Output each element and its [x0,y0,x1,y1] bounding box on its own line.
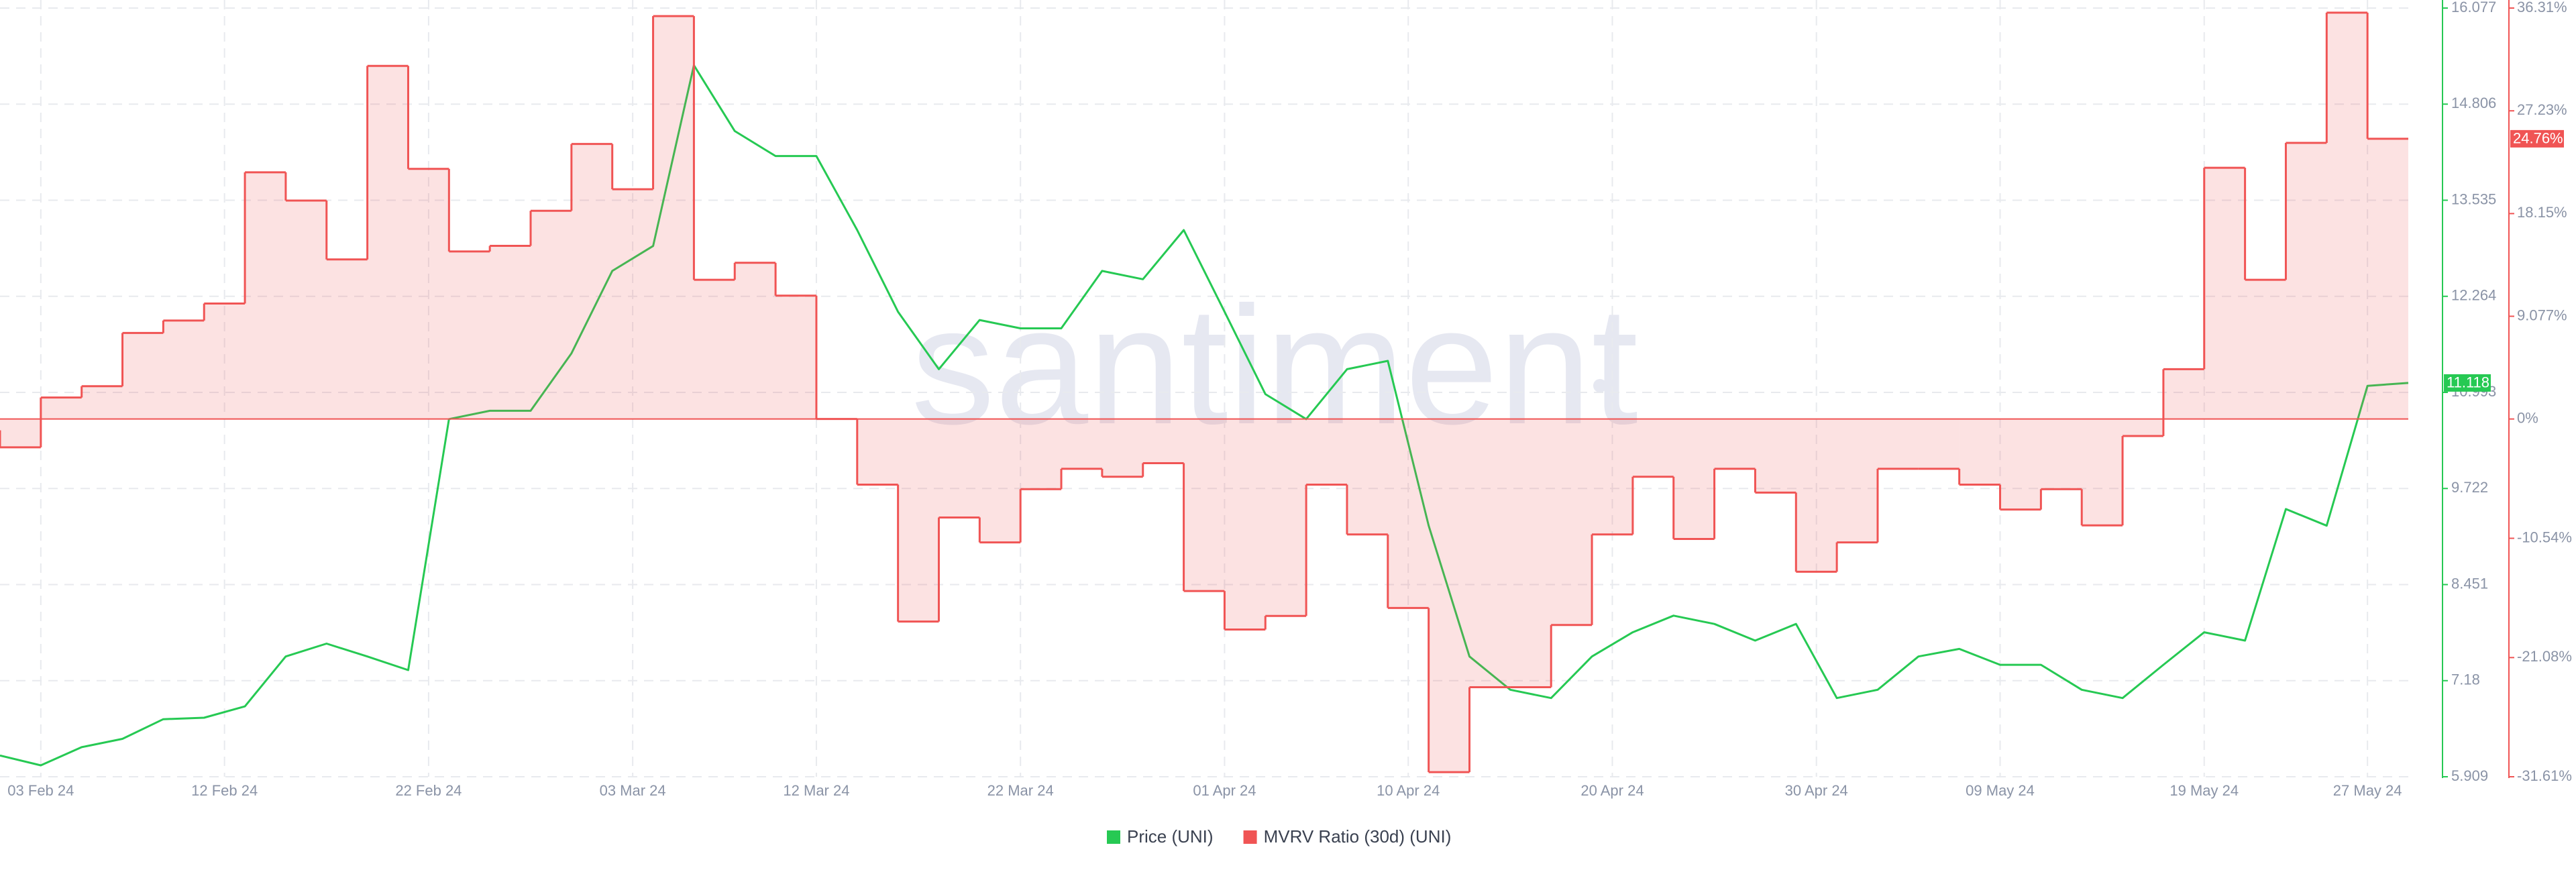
mvrv-area [408,168,449,419]
mvrv-area [1102,419,1143,477]
mvrv-area [2286,142,2327,419]
mvrv-area [1346,419,1388,535]
mvrv-area [694,280,735,419]
mvrv-area [735,262,776,419]
y2-tick-label: 27.23% [2517,101,2567,118]
x-tick-label: 20 Apr 24 [1580,782,1644,799]
watermark: santiment [911,272,1638,459]
legend-swatch [1107,830,1120,844]
mvrv-area [775,295,816,419]
mvrv-area [1061,419,1102,469]
mvrv-area [653,15,694,419]
x-tick-label: 01 Apr 24 [1193,782,1256,799]
mvrv-area [1428,419,1470,773]
y-tick-label: 8.451 [2451,575,2488,592]
watermark-dot [1593,379,1607,392]
mvrv-area [1224,419,1266,630]
mvrv-area [1796,419,1837,572]
mvrv-area [1755,419,1796,493]
y-tick-label: 5.909 [2451,767,2488,784]
mvrv-area [1632,419,1674,477]
mvrv-area [938,419,980,518]
mvrv-area [204,303,246,419]
mvrv-area [2082,419,2123,526]
mvrv-area [857,419,898,485]
mvrv-area [2123,419,2163,436]
mvrv-area [1877,419,1919,469]
last-value-badge [2510,129,2564,148]
x-tick-label: 12 Feb 24 [191,782,258,799]
y-tick-label: 13.535 [2451,190,2496,207]
mvrv-area [40,397,82,419]
mvrv-area [326,259,368,419]
mvrv-area [2163,369,2204,419]
mvrv-area [1837,419,1878,543]
mvrv-area [81,386,123,419]
price-line [0,64,2409,767]
mvrv-area [2204,168,2245,419]
mvrv-area [571,144,612,419]
mvrv-area [449,251,490,419]
mvrv-area [1714,419,1756,469]
mvrv-area [1265,419,1307,616]
mvrv-area [2000,419,2041,510]
y2-tick-label: 9.077% [2517,307,2567,323]
mvrv-area [285,201,327,419]
x-tick-label: 10 Apr 24 [1377,782,1440,799]
mvrv-area [2041,419,2082,490]
mvrv-area [1510,419,1552,688]
y-tick-label: 9.722 [2451,479,2488,496]
mvrv-area [979,419,1021,543]
x-tick-label: 19 May 24 [2169,782,2239,799]
mvrv-area [612,189,653,419]
y2-tick-label: -10.54% [2517,529,2572,545]
x-tick-label: 12 Mar 24 [783,782,849,799]
last-value-label: 24.76% [2513,130,2563,147]
mvrv-area [898,419,939,622]
mvrv-area [1551,419,1593,625]
y2-tick-label: 0% [2517,409,2538,426]
mvrv-area [2245,280,2286,419]
last-value-badge [2444,374,2491,392]
mvrv-area [1469,419,1511,688]
x-tick-label: 03 Mar 24 [600,782,666,799]
y-tick-label: 16.077 [2451,0,2496,15]
last-value-label: 11.118 [2447,374,2489,391]
legend-label: Price (UNI) [1127,826,1214,847]
mvrv-area [122,333,164,419]
mvrv-area [245,172,286,419]
mvrv-area [490,246,531,419]
mvrv-area [1918,419,1960,469]
mvrv-area [1183,419,1225,592]
x-tick-label: 22 Mar 24 [987,782,1054,799]
y-tick-label: 14.806 [2451,95,2496,111]
mvrv-area [1673,419,1715,539]
y2-tick-label: 36.31% [2517,0,2567,15]
mvrv-area [1306,419,1347,485]
mvrv-area [0,419,41,447]
y2-tick-label: -21.08% [2517,648,2572,665]
mvrv-area [1959,419,2000,485]
y2-tick-label: 18.15% [2517,204,2567,221]
legend-swatch [1243,830,1257,844]
mvrv-area [2367,138,2408,419]
mvrv-area [1592,419,1633,535]
y-tick-label: 12.264 [2451,287,2496,304]
mvrv-area [1020,419,1062,490]
mvrv-area [1387,419,1429,608]
mvrv-area [1142,419,1184,464]
x-tick-label: 22 Feb 24 [395,782,462,799]
x-tick-label: 03 Feb 24 [7,782,74,799]
x-tick-label: 27 May 24 [2333,782,2402,799]
y-tick-label: 7.18 [2451,671,2480,688]
y2-tick-label: -31.61% [2517,767,2572,784]
mvrv-area [2326,12,2368,419]
x-tick-label: 09 May 24 [1966,782,2035,799]
legend-label: MVRV Ratio (30d) (UNI) [1264,826,1452,847]
mvrv-area [367,66,409,419]
mvrv-area [163,320,205,419]
x-tick-label: 30 Apr 24 [1785,782,1848,799]
mvrv-area [531,211,572,419]
